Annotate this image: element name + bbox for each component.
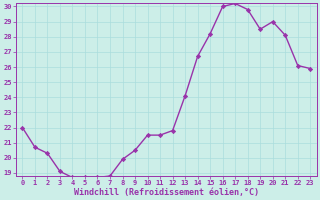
X-axis label: Windchill (Refroidissement éolien,°C): Windchill (Refroidissement éolien,°C) [74,188,259,197]
